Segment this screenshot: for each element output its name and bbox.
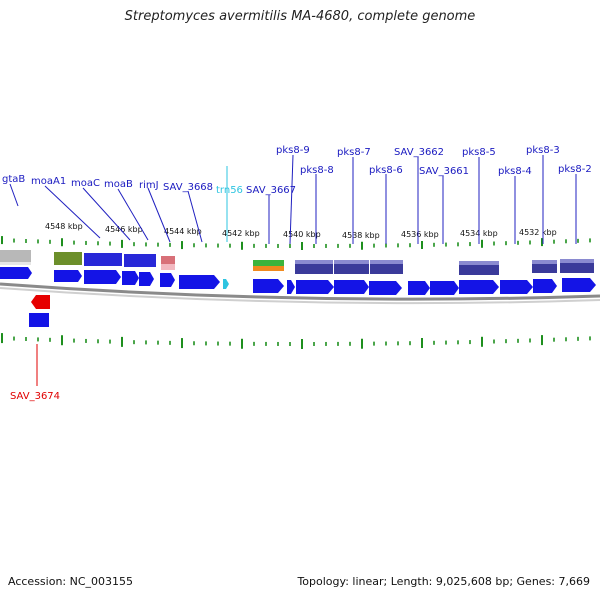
gene-label-moab[interactable]: moaB: [104, 179, 133, 190]
gene-label-pks8-7[interactable]: pks8-7: [337, 147, 371, 158]
scale-label: 4538 kbp: [342, 231, 380, 240]
gene-arrow[interactable]: [408, 281, 430, 295]
scale-label: 4536 kbp: [401, 230, 439, 239]
feature-block-domain-top: [532, 260, 557, 264]
feature-block-green[interactable]: [54, 252, 82, 265]
gene-label-sav3668[interactable]: SAV_3668: [163, 182, 213, 193]
gene-label-trn56[interactable]: trn56: [216, 185, 243, 196]
scale-label: 4544 kbp: [164, 227, 202, 236]
gene-arrow[interactable]: [334, 280, 369, 294]
genome-summary: Topology: linear; Length: 9,025,608 bp; …: [297, 575, 590, 588]
gene-label-pks8-5[interactable]: pks8-5: [462, 147, 496, 158]
tick-row-top: [1, 236, 591, 250]
gene-label-pks8-4[interactable]: pks8-4: [498, 166, 532, 177]
tick-row-bottom: [1, 333, 591, 349]
gene-arrow[interactable]: [122, 271, 139, 285]
scale-label: 4548 kbp: [45, 222, 83, 231]
scale-label: 4532 kbp: [519, 228, 557, 237]
gene-label-sav3674[interactable]: SAV_3674: [10, 391, 60, 402]
feature-block-orange[interactable]: [253, 266, 284, 271]
gene-arrow[interactable]: [179, 275, 220, 289]
gene-arrow[interactable]: [562, 278, 596, 292]
gene-arrow[interactable]: [0, 267, 32, 279]
gene-arrow[interactable]: [500, 280, 533, 294]
genome-title: Streptomyces avermitilis MA-4680, comple…: [124, 9, 476, 24]
gene-label-pks8-9[interactable]: pks8-9: [276, 145, 310, 156]
gene-block[interactable]: [29, 313, 49, 327]
trna-arrow[interactable]: [223, 279, 229, 289]
label-leaders: [9, 154, 577, 245]
gene-arrow[interactable]: [459, 280, 499, 294]
gene-label-moaa1[interactable]: moaA1: [31, 176, 66, 187]
gene-label-pks8-6[interactable]: pks8-6: [369, 165, 403, 176]
feature-block-pink-shade: [161, 264, 175, 270]
gene-label-pks8-2[interactable]: pks8-2: [558, 164, 592, 175]
gene-arrow-highlight[interactable]: [31, 295, 50, 309]
gene-arrow[interactable]: [54, 270, 82, 282]
feature-block-pink[interactable]: [161, 256, 175, 264]
feature-row: [0, 250, 594, 275]
gene-label-pks8-3[interactable]: pks8-3: [526, 145, 560, 156]
gene-label-gtab[interactable]: gtaB: [2, 174, 25, 185]
feature-block-domain-top: [295, 260, 333, 264]
feature-block[interactable]: [124, 254, 156, 267]
gene-label-sav3667[interactable]: SAV_3667: [246, 185, 296, 196]
scale-label: 4546 kbp: [105, 225, 143, 234]
gene-arrow[interactable]: [160, 273, 175, 287]
gene-arrow[interactable]: [139, 272, 154, 286]
feature-block-domain-top: [459, 261, 499, 265]
scale-label: 4542 kbp: [222, 229, 260, 238]
gene-arrow[interactable]: [84, 270, 121, 284]
gene-label-rimj[interactable]: rimJ: [139, 180, 159, 191]
gene-arrow[interactable]: [533, 279, 557, 293]
gene-label-sav3662[interactable]: SAV_3662: [394, 147, 444, 158]
genome-backbone-shadow: [0, 287, 600, 305]
gene-track-forward: [0, 267, 596, 327]
gene-arrow[interactable]: [430, 281, 459, 295]
gene-label-sav3661[interactable]: SAV_3661: [419, 166, 469, 177]
accession-text: Accession: NC_003155: [8, 575, 134, 588]
gene-arrow[interactable]: [253, 279, 284, 293]
feature-block-green-small[interactable]: [253, 260, 284, 266]
scale-label: 4540 kbp: [283, 230, 321, 239]
gene-label-moac[interactable]: moaC: [71, 178, 100, 189]
genome-backbone: [0, 282, 600, 301]
feature-block-domain-top: [370, 260, 403, 264]
gene-arrow[interactable]: [296, 280, 334, 294]
feature-block[interactable]: [84, 253, 122, 266]
feature-block-domain-top: [560, 259, 594, 263]
gene-arrow[interactable]: [287, 280, 295, 294]
gene-label-pks8-8[interactable]: pks8-8: [300, 165, 334, 176]
feature-block-gray-shade: [0, 262, 31, 265]
gene-arrow[interactable]: [369, 281, 402, 295]
feature-block-gray[interactable]: [0, 250, 31, 263]
feature-block-domain-top: [334, 260, 369, 264]
